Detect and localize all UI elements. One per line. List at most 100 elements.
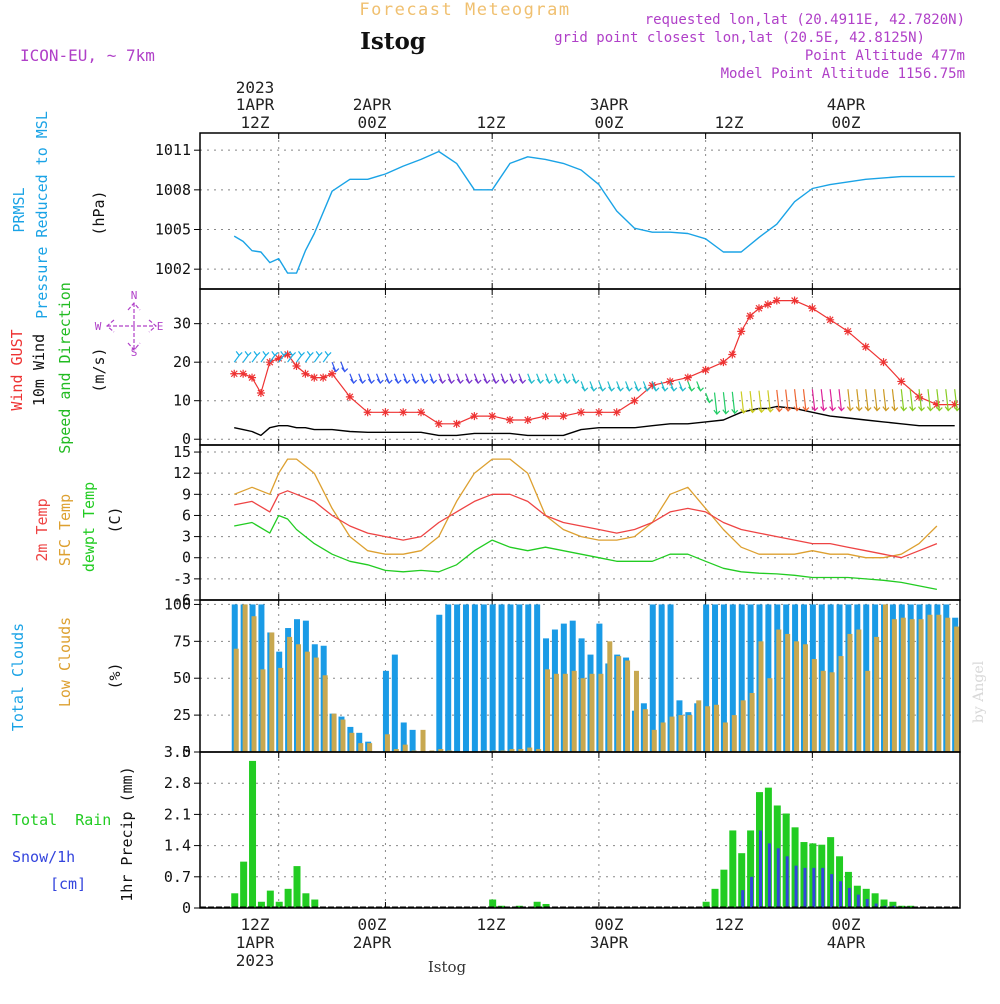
bottom-label-hour: 00Z [358, 915, 387, 934]
wind-direction-arrow [766, 390, 774, 413]
pressure-panel: 1002 1005 1008 1011 [155, 133, 960, 289]
rain-bar [249, 760, 257, 908]
wind-direction-arrow [571, 373, 580, 385]
y-tick-label: 30 [173, 315, 191, 333]
wind-direction-arrow [713, 392, 721, 416]
wind-direction-arrow [580, 381, 589, 392]
gust-marker [932, 400, 941, 409]
wind-unit: (m/s) [90, 347, 108, 392]
total-cloud-bar [454, 604, 461, 752]
total-cloud-bar [649, 604, 656, 752]
total-cloud-bar [667, 604, 674, 752]
wind-direction-arrow [544, 373, 553, 385]
wind-direction-arrow [669, 381, 678, 392]
gust-marker [630, 396, 639, 405]
gust-marker [230, 369, 239, 378]
gust-marker [434, 419, 443, 428]
cloud-panel-labels: Total Clouds Low Clouds (%) [9, 617, 124, 731]
wind-direction-arrow [944, 389, 952, 412]
rain-bar [489, 899, 497, 908]
rain-bar [231, 893, 239, 908]
gust-marker [897, 377, 906, 386]
low-cloud-bar [838, 656, 844, 752]
y-tick-label: -3 [173, 570, 191, 588]
low-cloud-bar [589, 673, 595, 752]
low-cloud-bar [571, 670, 577, 752]
precip-label-rain: Total Rain [12, 811, 111, 829]
total-cloud-bar [534, 604, 541, 752]
total-cloud-bar [738, 604, 745, 752]
low-cloud-bar [714, 704, 720, 752]
wind-direction-arrow [233, 351, 243, 363]
top-label-date: 3APR [590, 95, 629, 114]
pressure-unit: (hPa) [90, 190, 108, 235]
bottom-label-year: 2023 [236, 951, 275, 970]
gust-marker [746, 311, 755, 320]
low-cloud-bar [287, 636, 293, 752]
wind-direction-arrow [287, 351, 297, 363]
total-cloud-bar [445, 604, 452, 752]
precip-panel: 0 0.7 1.4 2.1 2.8 3.5 [164, 743, 960, 917]
gust-marker [452, 419, 461, 428]
cloud-label-low: Low Clouds [56, 617, 74, 707]
gust-marker [328, 369, 337, 378]
gust-marker [666, 377, 675, 386]
snow-bar [821, 867, 825, 908]
gust-marker [283, 350, 292, 359]
gust-marker [879, 358, 888, 367]
wind-direction-arrow [757, 390, 765, 414]
wind-panel-labels: Wind GUST 10m Wind Speed and Direction (… [8, 282, 163, 454]
top-label-hour: 00Z [832, 113, 861, 132]
wind-direction-arrow [705, 392, 713, 404]
y-tick-label: 1011 [155, 141, 191, 159]
wind-direction-arrow [331, 361, 340, 373]
wind-direction-arrow [846, 389, 854, 412]
wind-direction-arrow [536, 373, 544, 385]
total-cloud-bar [658, 604, 665, 752]
gust-marker [612, 408, 621, 417]
gust-marker [701, 365, 710, 374]
wind-direction-arrow [873, 389, 881, 412]
y-tick-label: 100 [164, 595, 191, 613]
low-cloud-bar [820, 670, 826, 752]
low-cloud-bar [874, 636, 880, 752]
wind-direction-arrow [482, 373, 491, 385]
compass-north: N [131, 289, 138, 302]
gust-marker [301, 369, 310, 378]
bottom-time-axis: 12Z 1APR 2023 00Z 2APR 12Z 00Z 3APR 12Z … [236, 915, 866, 976]
low-cloud-bar [767, 678, 773, 752]
y-tick-label: 75 [173, 632, 191, 650]
wind-direction-arrow [340, 361, 349, 373]
low-cloud-bar [651, 729, 657, 752]
gust-marker [310, 373, 319, 382]
gust-marker [541, 412, 550, 421]
low-cloud-bar [802, 644, 808, 752]
y-tick-label: 0 [182, 743, 191, 761]
y-tick-label: 1008 [155, 181, 191, 199]
gust-marker [737, 327, 746, 336]
low-cloud-bar [304, 651, 310, 752]
gust-marker [790, 296, 799, 305]
low-cloud-bar [278, 667, 284, 752]
wind-direction-arrow [420, 373, 429, 385]
y-tick-label: 9 [182, 485, 191, 503]
snow-bar [874, 903, 878, 908]
y-tick-label: 2.1 [164, 805, 191, 823]
low-cloud-bar [553, 673, 559, 752]
temp-unit: (C) [106, 506, 124, 533]
wind-direction-arrow [678, 381, 687, 392]
gust-marker [577, 408, 586, 417]
top-label-year: 2023 [236, 78, 275, 97]
footer-location: Istog [428, 958, 467, 976]
total-cloud-bar [703, 604, 710, 752]
low-cloud-bar [927, 614, 933, 752]
requested-coords: requested lon,lat (20.4911E, 42.7820N) [645, 12, 965, 28]
snow-bar [812, 867, 816, 908]
bottom-label-date: 4APR [827, 933, 866, 952]
temperature-frame [199, 444, 961, 601]
bottom-label-date: 1APR [236, 933, 275, 952]
wind-direction-arrow [660, 381, 669, 392]
top-label-hour: 00Z [595, 113, 624, 132]
